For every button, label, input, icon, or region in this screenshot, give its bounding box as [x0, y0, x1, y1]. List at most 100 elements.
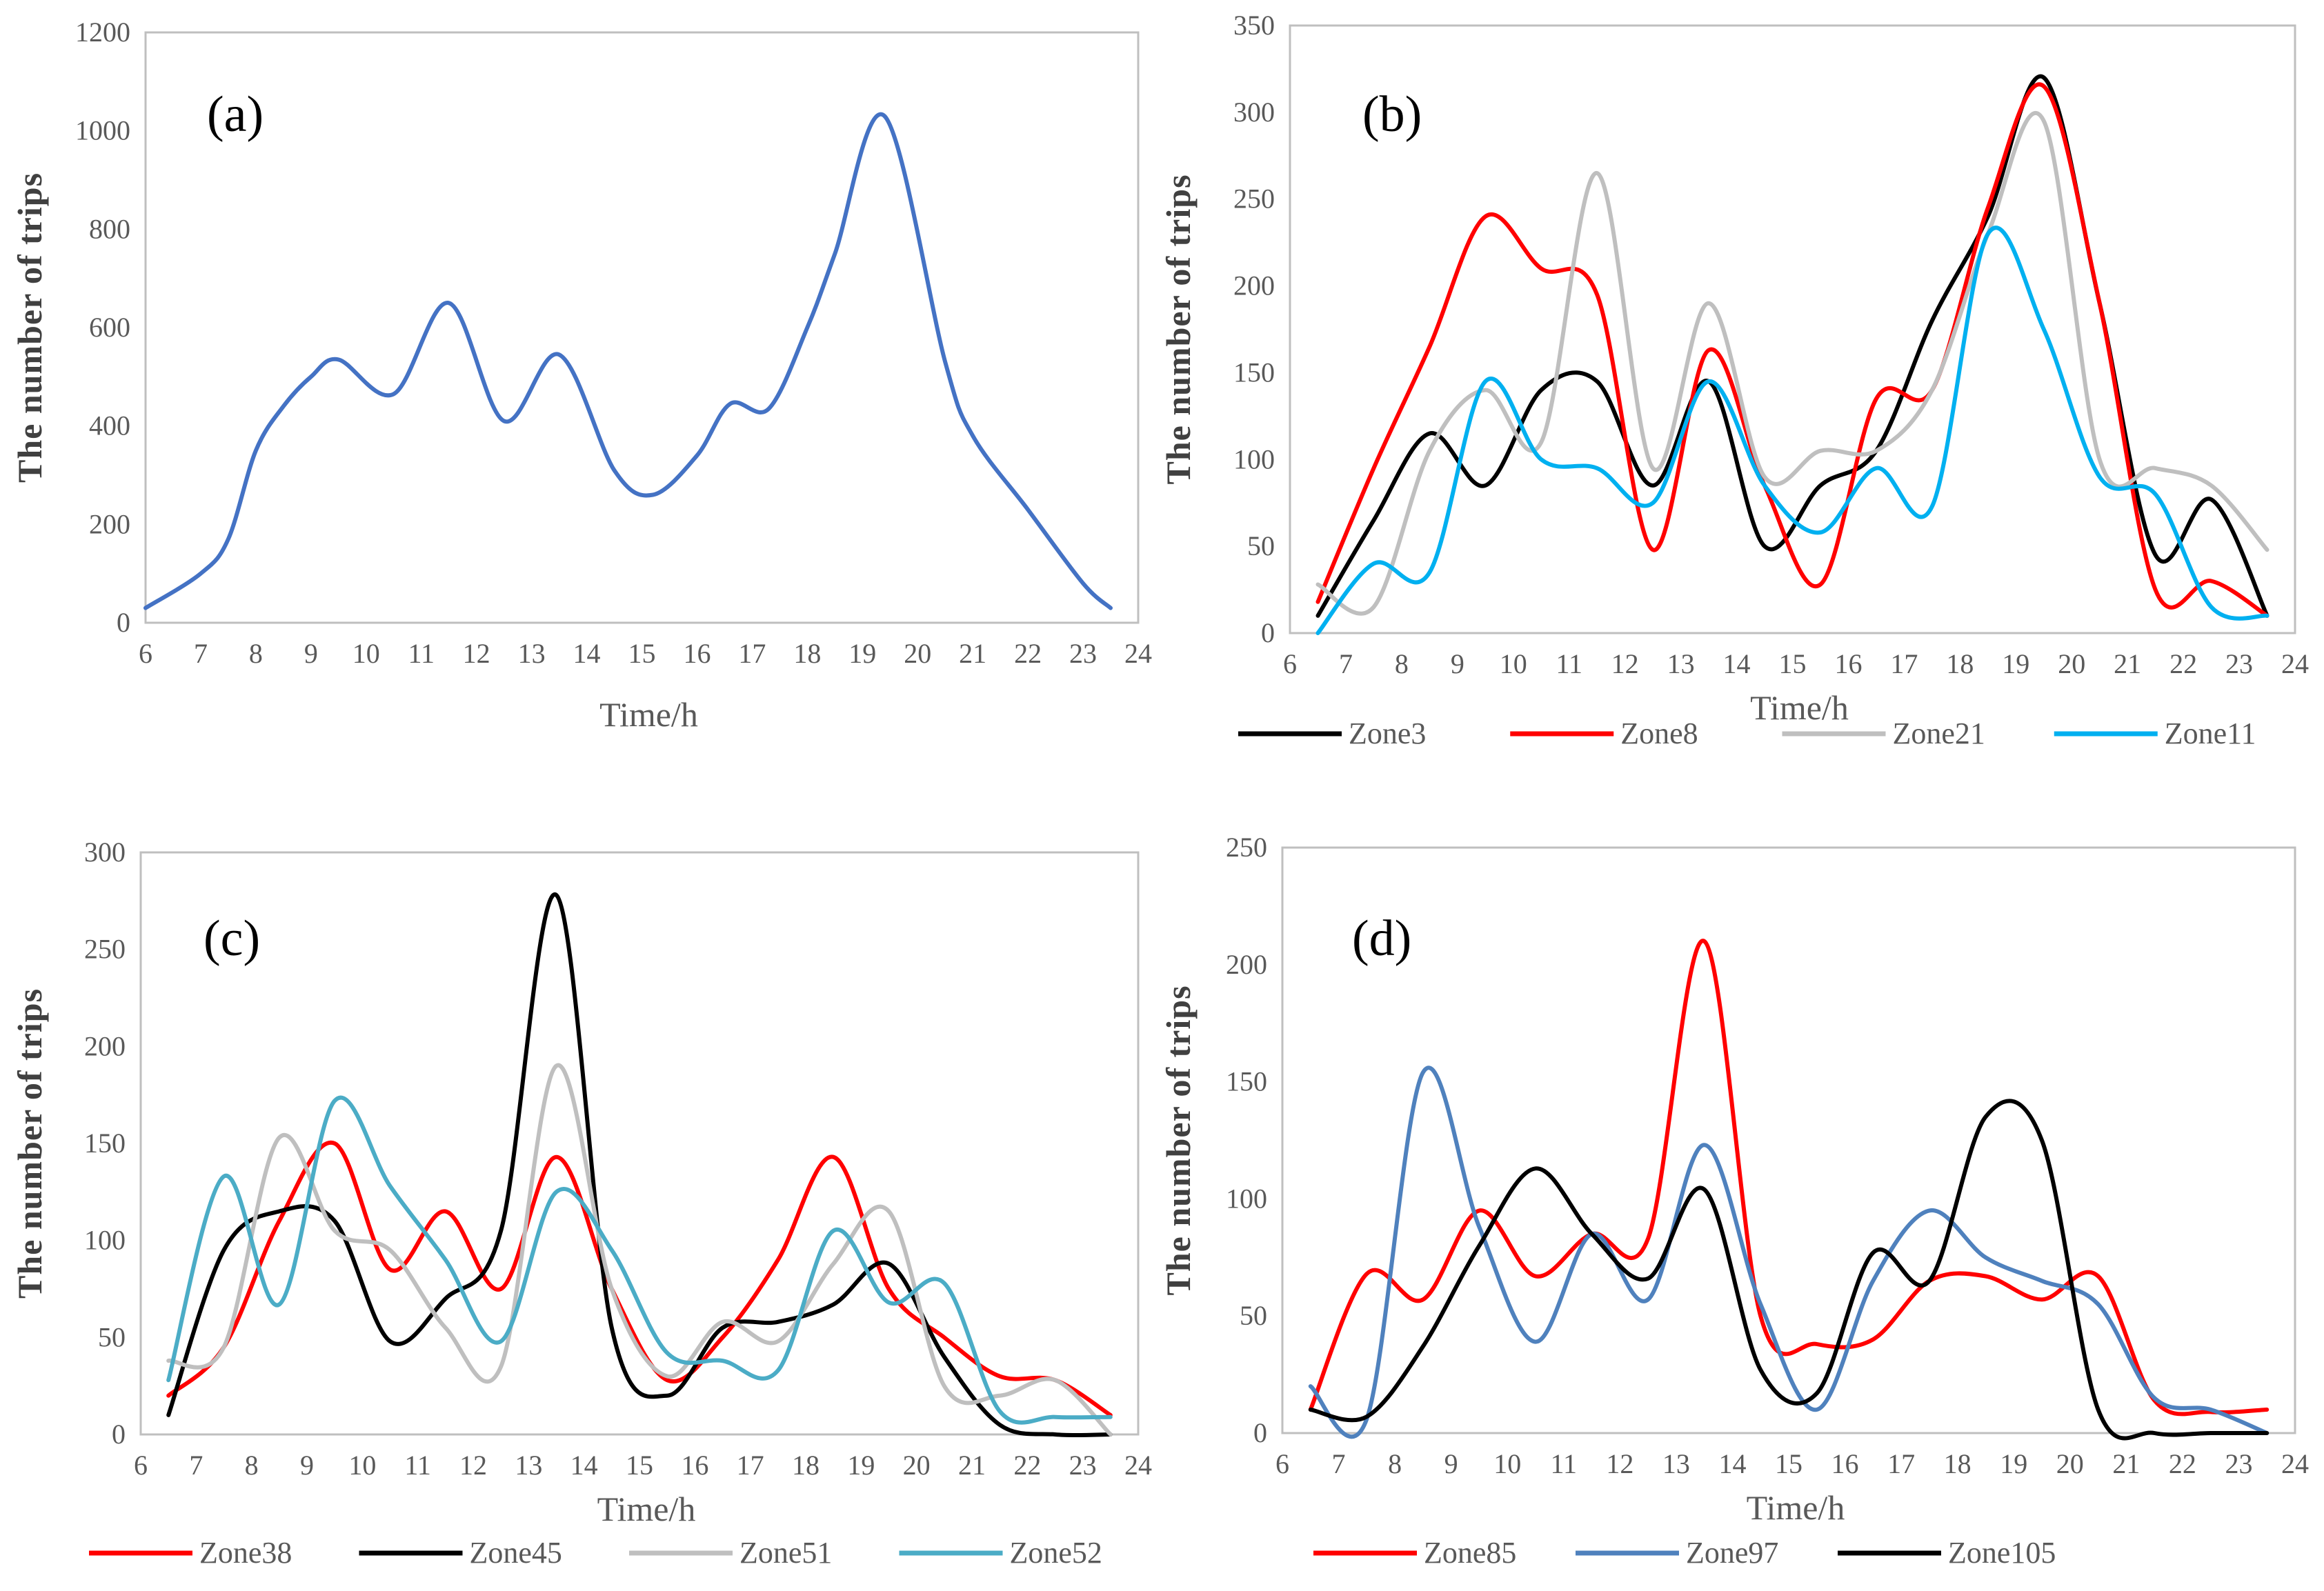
- x-tick-label: 23: [2225, 648, 2253, 679]
- legend-label: Zone97: [1686, 1536, 1778, 1570]
- x-tick-label: 14: [573, 638, 601, 669]
- series-line-zone85: [1308, 939, 2270, 1417]
- x-tick-label: 8: [1395, 648, 1409, 679]
- x-axis-title: Time/h: [1747, 1488, 1845, 1527]
- legend-label: Zone45: [470, 1536, 562, 1570]
- x-tick-label: 15: [1779, 648, 1807, 679]
- series-line-zone97: [1308, 1065, 2270, 1439]
- x-tick-label: 9: [1451, 648, 1464, 679]
- y-tick-label: 150: [84, 1128, 126, 1159]
- chart-panel-a: 6 7 8 9 10 11 12 13 14 15 16 17 18 19 20 21 22 23 24 0 200 40…: [10, 17, 1152, 734]
- y-tick-label: 1000: [75, 115, 130, 146]
- x-tick-label: 20: [2056, 1448, 2084, 1479]
- x-tick-label: 17: [737, 1450, 764, 1481]
- y-tick-label: 250: [84, 934, 126, 965]
- x-tick-label: 13: [1667, 648, 1695, 679]
- x-tick-label: 7: [1332, 1448, 1346, 1479]
- legend-item: Zone38: [89, 1536, 292, 1570]
- x-tick-label: 6: [1275, 1448, 1289, 1479]
- x-tick-label: 20: [2058, 648, 2085, 679]
- y-tick-label: 250: [1233, 183, 1275, 214]
- x-tick-label: 10: [352, 638, 380, 669]
- legend-item: Zone45: [359, 1536, 562, 1570]
- y-tick-label: 0: [1261, 617, 1275, 648]
- x-tick-label: 18: [793, 638, 821, 669]
- y-tick-label: 0: [117, 607, 130, 638]
- y-tick-label: 50: [98, 1321, 126, 1352]
- x-tick-label: 15: [628, 638, 656, 669]
- legend-label: Zone11: [2165, 717, 2256, 750]
- x-tick-label: 22: [1014, 638, 1042, 669]
- x-tick-label: 22: [2169, 1448, 2196, 1479]
- y-tick-label: 100: [1226, 1183, 1267, 1214]
- x-tick-label: 23: [1069, 638, 1097, 669]
- x-tick-label: 10: [1500, 648, 1527, 679]
- panel-label: (c): [203, 910, 260, 967]
- x-tick-label: 12: [463, 638, 490, 669]
- x-tick-label: 11: [408, 638, 435, 669]
- plot-area-border: [144, 31, 1140, 624]
- plot-area-border: [1281, 846, 2296, 1434]
- legend-item: Zone8: [1510, 717, 1698, 750]
- x-tick-label: 12: [1606, 1448, 1633, 1479]
- x-tick-label: 15: [1775, 1448, 1802, 1479]
- x-tick-label: 11: [404, 1450, 431, 1481]
- x-tick-label: 24: [1124, 1450, 1152, 1481]
- x-tick-label: 19: [2002, 648, 2029, 679]
- y-tick-label: 50: [1240, 1300, 1267, 1331]
- x-tick-label: 10: [348, 1450, 376, 1481]
- y-tick-label: 200: [89, 508, 130, 539]
- x-tick-label: 13: [518, 638, 546, 669]
- x-tick-label: 7: [189, 1450, 203, 1481]
- x-tick-label: 20: [903, 1450, 931, 1481]
- y-tick-label: 150: [1233, 357, 1275, 388]
- y-tick-label: 350: [1233, 10, 1275, 41]
- x-tick-label: 9: [304, 638, 318, 669]
- y-tick-label: 0: [112, 1419, 126, 1450]
- legend-item: Zone85: [1313, 1536, 1516, 1570]
- y-tick-label: 200: [1226, 949, 1267, 980]
- y-tick-label: 300: [84, 837, 126, 868]
- series-line-zone51: [166, 1063, 1113, 1437]
- panel-label: (b): [1362, 86, 1422, 143]
- x-tick-label: 21: [959, 638, 986, 669]
- x-tick-label: 24: [2281, 1448, 2309, 1479]
- y-tick-label: 200: [1233, 270, 1275, 301]
- legend-item: Zone97: [1576, 1536, 1778, 1570]
- plot-area-border: [1289, 24, 2296, 634]
- x-tick-label: 21: [2114, 648, 2141, 679]
- x-tick-label: 19: [2000, 1448, 2027, 1479]
- panel-label: (a): [207, 86, 264, 143]
- y-axis-title: The number of trips: [1159, 174, 1198, 484]
- legend-label: Zone38: [199, 1536, 292, 1570]
- x-tick-label: 16: [683, 638, 711, 669]
- x-tick-label: 18: [1946, 648, 1974, 679]
- x-axis-title: Time/h: [599, 695, 698, 734]
- y-axis-title: The number of trips: [10, 988, 49, 1299]
- x-tick-label: 8: [245, 1450, 259, 1481]
- x-tick-label: 23: [1069, 1450, 1097, 1481]
- x-tick-label: 8: [1388, 1448, 1402, 1479]
- chart-panel-c: 6 7 8 9 10 11 12 13 14 15 16 17 18 19 20 21 22 23 24 0 50 100…: [10, 837, 1152, 1570]
- chart-panel-b: 6 7 8 9 10 11 12 13 14 15 16 17 18 19 20 21 22 23 24 0 50 100…: [1159, 10, 2309, 750]
- x-tick-label: 17: [1887, 1448, 1915, 1479]
- series-line-zone21: [1315, 111, 2270, 616]
- x-tick-label: 18: [792, 1450, 820, 1481]
- x-tick-label: 6: [134, 1450, 148, 1481]
- y-tick-label: 300: [1233, 97, 1275, 128]
- x-tick-label: 24: [1124, 638, 1152, 669]
- series-line-zone105: [1308, 1099, 2270, 1441]
- y-axis-title: The number of trips: [10, 172, 49, 483]
- x-tick-label: 20: [904, 638, 931, 669]
- x-tick-label: 12: [459, 1450, 487, 1481]
- x-tick-label: 13: [515, 1450, 542, 1481]
- series-line-zone52: [166, 1095, 1113, 1425]
- y-tick-label: 600: [89, 312, 130, 343]
- x-tick-label: 14: [570, 1450, 598, 1481]
- x-tick-label: 22: [1013, 1450, 1041, 1481]
- y-axis-title: The number of trips: [1159, 985, 1198, 1295]
- y-tick-label: 250: [1226, 832, 1267, 863]
- series-line-zone3: [1315, 74, 2270, 618]
- series-line-all-zones: [143, 112, 1113, 610]
- y-tick-label: 50: [1247, 530, 1275, 561]
